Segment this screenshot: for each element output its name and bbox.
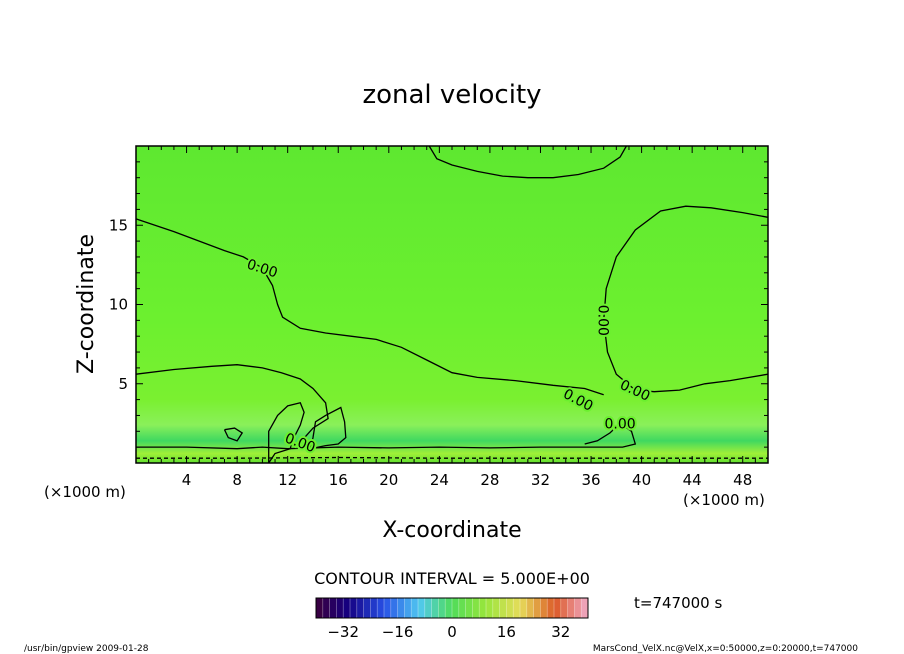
colorbar-swatch bbox=[567, 598, 575, 618]
colorbar-swatch bbox=[350, 598, 358, 618]
chart-title: zonal velocity bbox=[362, 80, 541, 110]
x-axis-label: X-coordinate bbox=[382, 518, 521, 543]
contour-label: 0.00 bbox=[605, 416, 636, 432]
x-tick-label: 44 bbox=[683, 471, 702, 489]
x-tick-label: 20 bbox=[379, 471, 398, 489]
colorbar-swatch bbox=[547, 598, 555, 618]
colorbar-swatch bbox=[336, 598, 344, 618]
colorbar-swatch bbox=[492, 598, 500, 618]
colorbar-swatch bbox=[377, 598, 385, 618]
plot-area: 0.000.000.000.000.000.00 bbox=[135, 145, 769, 464]
colorbar-swatch bbox=[452, 598, 460, 618]
colorbar-swatch bbox=[411, 598, 419, 618]
time-label: t=747000 s bbox=[634, 594, 722, 612]
x-unit-left: (×1000 m) bbox=[44, 483, 126, 501]
colorbar-swatch bbox=[445, 598, 453, 618]
footer-left: /usr/bin/gpview 2009-01-28 bbox=[24, 644, 149, 654]
colorbar-swatch bbox=[404, 598, 412, 618]
y-axis-label: Z-coordinate bbox=[74, 234, 99, 374]
colorbar-swatch bbox=[329, 598, 337, 618]
colorbar-tick-label: −16 bbox=[382, 623, 414, 641]
contour-line bbox=[428, 145, 627, 179]
contour-line bbox=[135, 218, 604, 396]
colorbar bbox=[315, 597, 589, 619]
colorbar-tick-label: 32 bbox=[551, 623, 570, 641]
x-tick-label: 16 bbox=[329, 471, 348, 489]
x-tick-label: 8 bbox=[232, 471, 242, 489]
colorbar-swatch bbox=[506, 598, 514, 618]
colorbar-swatch bbox=[472, 598, 480, 618]
y-axis: 5 10 15 bbox=[109, 161, 768, 448]
colorbar-swatch bbox=[316, 598, 324, 618]
colorbar-swatch bbox=[356, 598, 364, 618]
colorbar-swatch bbox=[418, 598, 426, 618]
x-tick-label: 40 bbox=[632, 471, 651, 489]
colorbar-tick-label: −32 bbox=[327, 623, 359, 641]
colorbar-swatch bbox=[540, 598, 548, 618]
colorbar-ticks: −32 −16 0 16 32 bbox=[327, 623, 570, 641]
colorbar-tick-label: 16 bbox=[497, 623, 516, 641]
colorbar-swatch bbox=[479, 598, 487, 618]
velocity-field bbox=[136, 146, 768, 463]
x-tick-label: 28 bbox=[480, 471, 499, 489]
footer-right: MarsCond_VelX.nc@VelX,x=0:50000,z=0:2000… bbox=[593, 644, 858, 654]
x-tick-label: 12 bbox=[278, 471, 297, 489]
x-tick-label: 32 bbox=[531, 471, 550, 489]
colorbar-swatch bbox=[363, 598, 371, 618]
colorbar-swatch bbox=[520, 598, 528, 618]
colorbar-swatch bbox=[533, 598, 541, 618]
colorbar-swatch bbox=[390, 598, 398, 618]
contour-line bbox=[635, 373, 769, 393]
colorbar-swatch bbox=[424, 598, 432, 618]
contour-line bbox=[136, 422, 637, 450]
colorbar-swatch bbox=[486, 598, 494, 618]
colorbar-swatch bbox=[465, 598, 473, 618]
colorbar-swatch bbox=[581, 598, 589, 618]
x-axis: 4 8 12 16 20 24 28 32 36 40 44 48 bbox=[148, 146, 756, 489]
colorbar-swatch bbox=[526, 598, 534, 618]
colorbar-swatch bbox=[554, 598, 562, 618]
colorbar-swatch bbox=[384, 598, 392, 618]
y-tick-label: 10 bbox=[109, 296, 128, 314]
x-unit-right: (×1000 m) bbox=[683, 491, 765, 509]
colorbar-swatch bbox=[431, 598, 439, 618]
colorbar-swatch bbox=[438, 598, 446, 618]
y-tick-label: 5 bbox=[118, 375, 128, 393]
contour-line bbox=[223, 427, 244, 442]
x-tick-label: 4 bbox=[182, 471, 192, 489]
colorbar-swatch bbox=[458, 598, 466, 618]
contour-line bbox=[603, 205, 769, 391]
contour-interval: CONTOUR INTERVAL = 5.000E+00 bbox=[314, 569, 590, 588]
colorbar-swatch bbox=[560, 598, 568, 618]
contour-line bbox=[309, 406, 347, 450]
colorbar-swatch bbox=[499, 598, 507, 618]
colorbar-tick-label: 0 bbox=[447, 623, 457, 641]
colorbar-swatch bbox=[370, 598, 378, 618]
x-tick-label: 36 bbox=[581, 471, 600, 489]
x-tick-label: 24 bbox=[430, 471, 449, 489]
contour-line bbox=[268, 402, 305, 464]
colorbar-swatch bbox=[513, 598, 521, 618]
colorbar-swatch bbox=[574, 598, 582, 618]
contour-line bbox=[135, 364, 329, 449]
colorbar-swatch bbox=[397, 598, 405, 618]
contour-label: 0.00 bbox=[595, 305, 611, 336]
x-tick-label: 48 bbox=[733, 471, 752, 489]
colorbar-swatch bbox=[343, 598, 351, 618]
y-tick-label: 15 bbox=[109, 216, 128, 234]
colorbar-swatch bbox=[322, 598, 330, 618]
colorbar-frame bbox=[315, 597, 589, 619]
